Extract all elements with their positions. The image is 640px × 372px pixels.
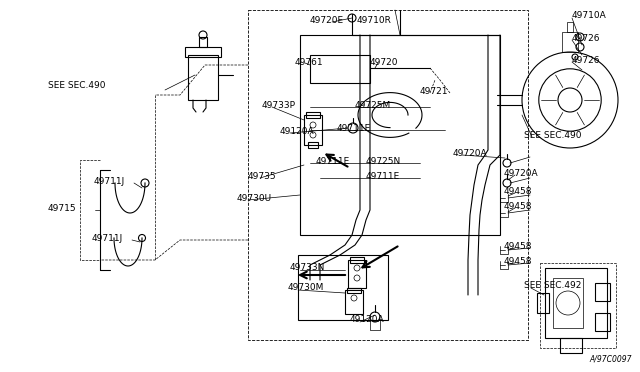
Bar: [350, 257, 364, 263]
Text: 49725M: 49725M: [355, 100, 391, 109]
Bar: [199, 37, 207, 47]
Text: 49711J: 49711J: [94, 176, 125, 186]
Text: SEE SEC.492: SEE SEC.492: [524, 282, 581, 291]
Text: 49720: 49720: [370, 58, 399, 67]
Bar: [545, 268, 607, 338]
Bar: [306, 112, 320, 118]
Text: 49726: 49726: [572, 33, 600, 42]
Text: 49761: 49761: [295, 58, 324, 67]
Bar: [304, 115, 322, 145]
Text: 49720A: 49720A: [453, 148, 488, 157]
Bar: [347, 288, 361, 293]
Bar: [595, 313, 610, 331]
Text: 49721: 49721: [420, 87, 449, 96]
Text: 49733N: 49733N: [290, 263, 325, 273]
Text: 49458: 49458: [504, 202, 532, 211]
Text: 49720A: 49720A: [504, 169, 539, 177]
Bar: [595, 283, 610, 301]
Bar: [562, 32, 578, 52]
Text: 49711E: 49711E: [366, 171, 400, 180]
Bar: [560, 338, 582, 353]
Text: 49733P: 49733P: [262, 100, 296, 109]
Bar: [553, 278, 583, 328]
Text: 49735: 49735: [248, 171, 276, 180]
Text: SEE SEC.490: SEE SEC.490: [524, 131, 582, 140]
Text: 49715: 49715: [48, 203, 77, 212]
Bar: [300, 35, 500, 235]
Bar: [185, 47, 221, 57]
Text: 49711E: 49711E: [337, 124, 371, 132]
Text: 49710A: 49710A: [572, 10, 607, 19]
Text: 49710R: 49710R: [357, 16, 392, 25]
Text: SEE SEC.490: SEE SEC.490: [48, 80, 106, 90]
Bar: [540, 263, 616, 348]
Text: 49711E: 49711E: [316, 157, 350, 166]
Text: 49725N: 49725N: [366, 157, 401, 166]
Text: 49711J: 49711J: [92, 234, 124, 243]
Text: 49730U: 49730U: [237, 193, 272, 202]
Bar: [298, 255, 388, 320]
Text: 49730M: 49730M: [288, 283, 324, 292]
Text: 49726: 49726: [572, 55, 600, 64]
Bar: [188, 55, 218, 100]
Bar: [345, 290, 363, 314]
Text: 49120A: 49120A: [350, 315, 385, 324]
Text: 49458: 49458: [504, 186, 532, 196]
Text: 49458: 49458: [504, 241, 532, 250]
Text: A/97C0097: A/97C0097: [589, 355, 632, 364]
Bar: [310, 55, 370, 83]
Text: 49120A: 49120A: [280, 126, 315, 135]
Bar: [537, 293, 549, 313]
Bar: [308, 142, 318, 148]
Text: 49720E: 49720E: [310, 16, 344, 25]
Bar: [348, 260, 366, 288]
Text: 49458: 49458: [504, 257, 532, 266]
Bar: [567, 22, 573, 32]
Bar: [248, 10, 528, 340]
